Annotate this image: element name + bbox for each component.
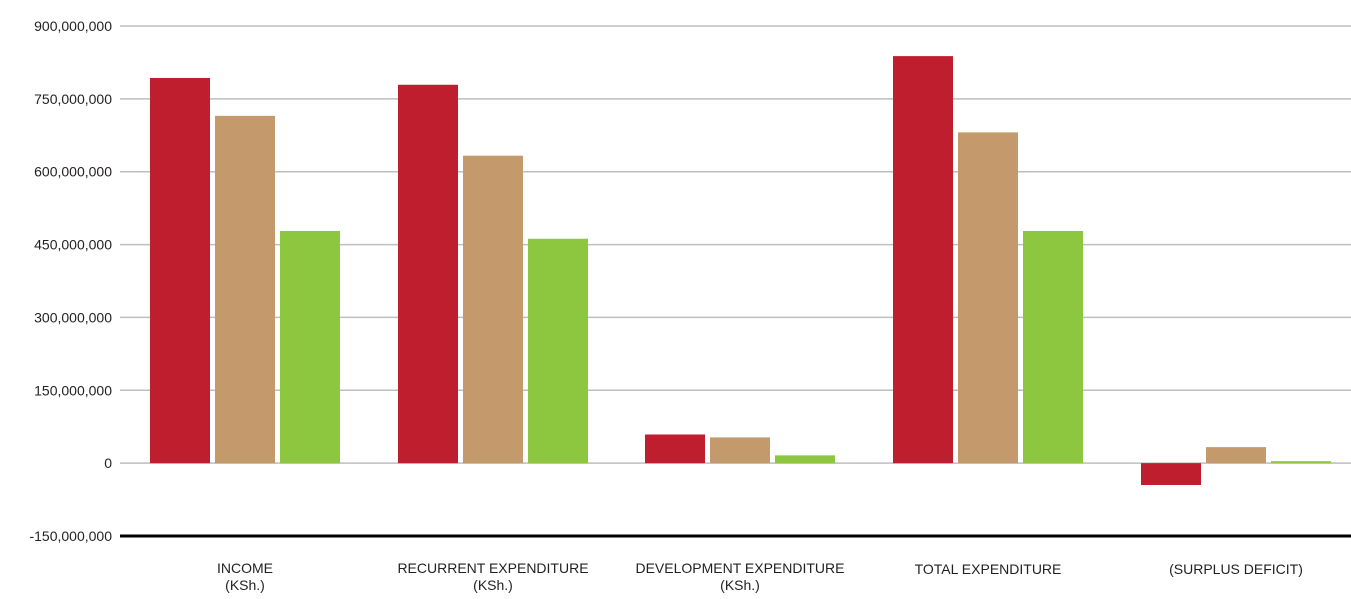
y-tick-label: 0 xyxy=(104,455,112,471)
bar xyxy=(893,56,953,464)
bar xyxy=(645,434,705,464)
bar xyxy=(775,455,835,464)
bar xyxy=(958,132,1018,464)
x-category-label: (SURPLUS DEFICIT) xyxy=(1169,561,1303,577)
x-category-label-line: (KSh.) xyxy=(225,577,265,593)
x-category-label: TOTAL EXPENDITURE xyxy=(915,561,1062,577)
x-category-label-line: (KSh.) xyxy=(473,577,513,593)
x-category-label-line: (SURPLUS DEFICIT) xyxy=(1169,561,1303,577)
bar xyxy=(280,230,340,464)
bar xyxy=(215,115,275,464)
bar xyxy=(1206,447,1266,464)
bar xyxy=(1141,463,1201,485)
bar xyxy=(1023,230,1083,464)
y-tick-label: 900,000,000 xyxy=(34,18,112,34)
bar xyxy=(150,77,210,464)
x-category-label-line: DEVELOPMENT EXPENDITURE xyxy=(635,560,844,576)
y-tick-label: 750,000,000 xyxy=(34,91,112,107)
y-tick-label: -150,000,000 xyxy=(29,528,112,544)
bar xyxy=(710,437,770,464)
x-category-label-line: RECURRENT EXPENDITURE xyxy=(397,560,588,576)
bar xyxy=(1271,461,1331,464)
bar xyxy=(528,238,588,464)
y-tick-label: 150,000,000 xyxy=(34,382,112,398)
y-tick-label: 450,000,000 xyxy=(34,237,112,253)
y-axis-labels: -150,000,000 0 150,000,000 300,000,000 450,0… xyxy=(29,18,112,544)
y-tick-label: 300,000,000 xyxy=(34,309,112,325)
x-axis-labels: INCOME (KSh.)RECURRENT EXPENDITURE (KSh.)D… xyxy=(217,560,1303,593)
bars xyxy=(150,56,1331,485)
bar xyxy=(398,84,458,464)
x-category-label-line: TOTAL EXPENDITURE xyxy=(915,561,1062,577)
bar xyxy=(463,155,523,464)
x-category-label-line: INCOME xyxy=(217,560,273,576)
x-category-label: INCOME (KSh.) xyxy=(217,560,273,593)
x-category-label: RECURRENT EXPENDITURE (KSh.) xyxy=(397,560,588,593)
x-category-label-line: (KSh.) xyxy=(720,577,760,593)
x-category-label: DEVELOPMENT EXPENDITURE (KSh.) xyxy=(635,560,844,593)
y-tick-label: 600,000,000 xyxy=(34,164,112,180)
